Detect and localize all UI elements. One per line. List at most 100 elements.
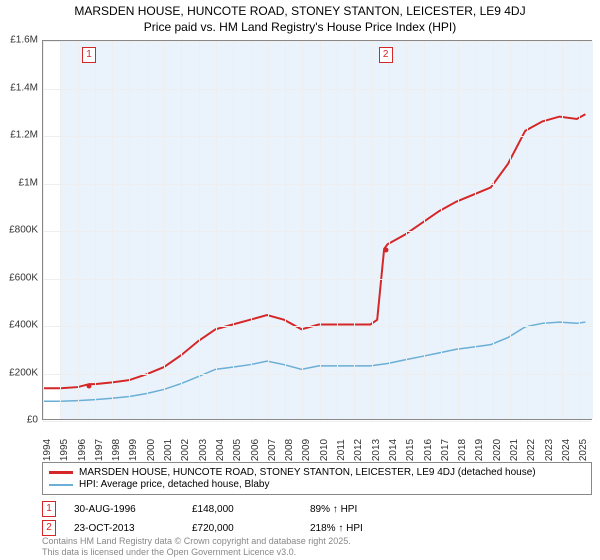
x-tick-label: 2006 <box>250 439 261 461</box>
y-tick-label: £800K <box>9 225 38 236</box>
gridline-v <box>112 41 113 419</box>
gridline-v <box>372 41 373 419</box>
x-tick-label: 2016 <box>423 439 434 461</box>
gridline-h <box>43 89 591 90</box>
gridline-v <box>216 41 217 419</box>
gridline-v <box>129 41 130 419</box>
legend: MARSDEN HOUSE, HUNCOTE ROAD, STONEY STAN… <box>42 462 592 495</box>
marker-label-2: 2 <box>379 47 393 63</box>
gridline-v <box>233 41 234 419</box>
chart-plot-area: 12 <box>42 40 592 420</box>
sale-date: 30-AUG-1996 <box>74 504 174 515</box>
x-tick-label: 2009 <box>301 439 312 461</box>
x-tick-label: 2020 <box>492 439 503 461</box>
y-tick-label: £1.6M <box>10 35 38 46</box>
gridline-v <box>406 41 407 419</box>
x-tick-label: 1999 <box>128 439 139 461</box>
sale-hpi: 89% ↑ HPI <box>310 504 410 515</box>
y-tick-label: £600K <box>9 272 38 283</box>
legend-row-2: HPI: Average price, detached house, Blab… <box>49 479 585 490</box>
x-tick-label: 2023 <box>544 439 555 461</box>
gridline-v <box>545 41 546 419</box>
legend-label-1: MARSDEN HOUSE, HUNCOTE ROAD, STONEY STAN… <box>79 467 536 478</box>
x-tick-label: 2015 <box>405 439 416 461</box>
x-tick-label: 1997 <box>94 439 105 461</box>
sale-row: 2 23-OCT-2013 £720,000 218% ↑ HPI <box>42 520 592 536</box>
sales-list: 130-AUG-1996£148,00089% ↑ HPI223-OCT-201… <box>42 498 592 539</box>
x-tick-label: 2004 <box>215 439 226 461</box>
footer-attribution: Contains HM Land Registry data © Crown c… <box>42 536 351 558</box>
gridline-v <box>527 41 528 419</box>
x-tick-label: 2012 <box>353 439 364 461</box>
x-tick-label: 2008 <box>284 439 295 461</box>
y-tick-label: £200K <box>9 367 38 378</box>
gridline-v <box>60 41 61 419</box>
footer-line-1: Contains HM Land Registry data © Crown c… <box>42 536 351 547</box>
x-tick-label: 2019 <box>474 439 485 461</box>
legend-row-1: MARSDEN HOUSE, HUNCOTE ROAD, STONEY STAN… <box>49 467 585 478</box>
x-tick-label: 1995 <box>59 439 70 461</box>
sale-date: 23-OCT-2013 <box>74 523 174 534</box>
x-tick-label: 2011 <box>336 439 347 461</box>
marker-dot <box>87 383 92 388</box>
gridline-v <box>268 41 269 419</box>
gridline-v <box>424 41 425 419</box>
x-tick-label: 1998 <box>111 439 122 461</box>
chart-lines <box>43 41 591 419</box>
x-tick-label: 2001 <box>163 439 174 461</box>
gridline-v <box>579 41 580 419</box>
gridline-v <box>199 41 200 419</box>
sale-hpi: 218% ↑ HPI <box>310 523 410 534</box>
legend-swatch-1 <box>49 471 73 474</box>
x-tick-label: 2010 <box>319 439 330 461</box>
gridline-v <box>181 41 182 419</box>
gridline-v <box>285 41 286 419</box>
y-tick-label: £400K <box>9 320 38 331</box>
gridline-v <box>302 41 303 419</box>
gridline-h <box>43 41 591 42</box>
x-tick-label: 2003 <box>198 439 209 461</box>
x-tick-label: 2018 <box>457 439 468 461</box>
sale-marker: 2 <box>42 520 56 536</box>
x-tick-label: 2000 <box>146 439 157 461</box>
x-tick-label: 2005 <box>232 439 243 461</box>
gridline-v <box>147 41 148 419</box>
gridline-v <box>354 41 355 419</box>
gridline-v <box>458 41 459 419</box>
gridline-v <box>562 41 563 419</box>
x-tick-label: 2024 <box>561 439 572 461</box>
gridline-h <box>43 136 591 137</box>
gridline-v <box>320 41 321 419</box>
series-line <box>43 114 585 388</box>
gridline-v <box>78 41 79 419</box>
gridline-v <box>493 41 494 419</box>
x-tick-label: 2017 <box>440 439 451 461</box>
y-axis: £0£200K£400K£600K£800K£1M£1.2M£1.4M£1.6M <box>0 40 40 420</box>
x-tick-label: 1996 <box>77 439 88 461</box>
x-tick-label: 2014 <box>388 439 399 461</box>
x-tick-label: 2021 <box>509 439 520 461</box>
gridline-v <box>441 41 442 419</box>
gridline-v <box>389 41 390 419</box>
gridline-v <box>510 41 511 419</box>
sale-row: 130-AUG-1996£148,00089% ↑ HPI <box>42 501 592 517</box>
marker-dot <box>383 248 388 253</box>
sale-price: £720,000 <box>192 523 292 534</box>
gridline-v <box>337 41 338 419</box>
gridline-h <box>43 279 591 280</box>
legend-swatch-2 <box>49 484 73 486</box>
gridline-h <box>43 231 591 232</box>
sale-marker: 1 <box>42 501 56 517</box>
x-tick-label: 2002 <box>180 439 191 461</box>
marker-label-1: 1 <box>82 47 96 63</box>
gridline-v <box>251 41 252 419</box>
gridline-h <box>43 184 591 185</box>
series-line <box>43 322 585 401</box>
x-tick-label: 1994 <box>42 439 53 461</box>
chart-title: MARSDEN HOUSE, HUNCOTE ROAD, STONEY STAN… <box>0 0 600 20</box>
y-tick-label: £1.2M <box>10 130 38 141</box>
gridline-v <box>43 41 44 419</box>
x-tick-label: 2013 <box>371 439 382 461</box>
x-tick-label: 2022 <box>526 439 537 461</box>
y-tick-label: £1M <box>19 177 38 188</box>
